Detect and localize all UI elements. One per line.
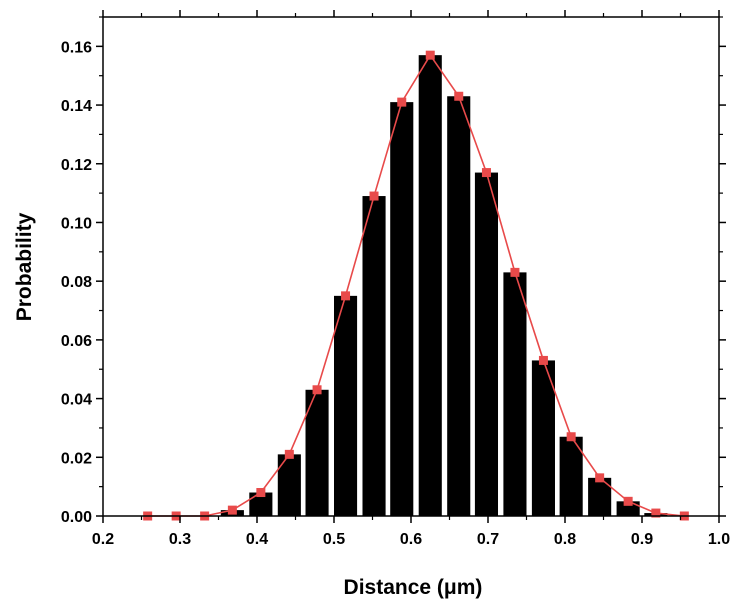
series-line <box>147 53 685 517</box>
line-point <box>454 91 464 101</box>
x-tick-label: 0.8 <box>554 531 576 548</box>
line-point <box>481 168 491 178</box>
bar <box>588 477 612 516</box>
line-point <box>256 488 266 498</box>
line-point <box>510 267 520 277</box>
y-tick-label: 0.16 <box>61 39 92 56</box>
bar <box>390 102 414 516</box>
x-tick-label: 0.4 <box>246 531 268 548</box>
bar <box>447 96 471 517</box>
line-point <box>538 355 548 365</box>
y-tick-label: 0.10 <box>61 215 92 232</box>
x-tick-label: 0.5 <box>323 531 345 548</box>
bar <box>616 501 640 516</box>
axes-group: 0.2 0.3 0.4 0.5 0.6 0.7 0.8 0.9 1.0 0.00 0.02 0.04 0… <box>61 10 730 548</box>
line-point <box>623 496 633 506</box>
bar <box>277 454 301 516</box>
line-point <box>227 505 237 515</box>
line-point <box>425 50 435 60</box>
line-group <box>143 50 689 521</box>
line-point <box>284 449 294 459</box>
line-point <box>341 291 351 301</box>
line-point <box>312 385 322 395</box>
bar <box>474 172 499 516</box>
y-tick-label: 0.00 <box>61 509 92 526</box>
x-tick-label: 0.9 <box>631 531 653 548</box>
x-tick-label: 0.2 <box>92 531 114 548</box>
bar <box>249 492 273 516</box>
y-tick-label: 0.08 <box>61 274 92 291</box>
line-point <box>566 432 576 442</box>
y-tick-label: 0.04 <box>61 392 92 409</box>
line-point <box>369 191 379 201</box>
line-point <box>397 97 407 107</box>
bar <box>334 295 358 516</box>
x-tick-label: 0.3 <box>169 531 191 548</box>
bar <box>305 389 329 516</box>
bar <box>503 272 527 516</box>
x-axis-label: Distance (μm) <box>344 576 483 599</box>
y-tick-label: 0.06 <box>61 333 92 350</box>
x-tick-label: 0.6 <box>400 531 422 548</box>
bar <box>362 196 386 516</box>
x-tick-label: 1.0 <box>708 531 730 548</box>
y-axis-label: Probability <box>13 212 36 321</box>
bars-group <box>220 55 668 517</box>
line-point <box>651 508 661 518</box>
line-point <box>595 473 605 483</box>
x-tick-label: 0.7 <box>477 531 499 548</box>
y-tick-label: 0.02 <box>61 450 92 467</box>
y-tick-label: 0.12 <box>61 157 92 174</box>
bar <box>418 55 442 517</box>
bar <box>559 436 583 516</box>
y-tick-label: 0.14 <box>61 98 92 115</box>
bar <box>531 360 555 516</box>
